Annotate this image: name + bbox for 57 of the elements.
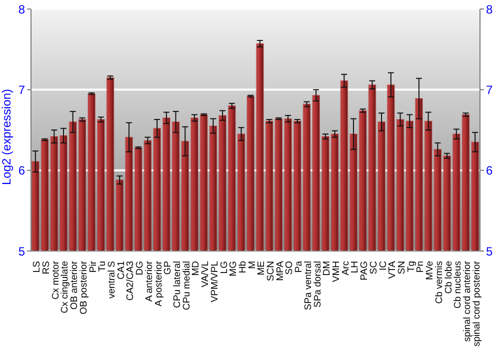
y-axis-title: Log2 (expression) — [0, 88, 14, 185]
x-tick-label: MG — [228, 261, 240, 276]
x-tick-label: VPM/VPL — [209, 261, 220, 302]
x-tick-label: Tu — [97, 261, 108, 272]
y-tick-label: 6 — [18, 164, 26, 178]
x-tick-label: DM — [322, 260, 333, 276]
x-tick-label: CA1 — [116, 261, 127, 280]
y-tick-label: 8 — [18, 2, 26, 16]
x-tick-label: A posterior — [153, 261, 164, 306]
y2-tick-label: 8 — [486, 2, 493, 16]
x-tick-label: Cb lobe — [443, 261, 454, 294]
y2-tick-label: 7 — [486, 82, 493, 97]
x-tick-label: spinal cord posterior — [471, 261, 482, 347]
x-tick-label: VA/VL — [200, 261, 212, 288]
x-tick-label: ventral S — [106, 261, 118, 298]
x-tick-label: SCN — [266, 260, 277, 282]
y-tick-label: 7 — [18, 82, 26, 97]
x-tick-label: CA2/CA3 — [125, 261, 136, 301]
x-tick-label: LS — [32, 261, 43, 273]
x-tick-label: Pir — [88, 261, 99, 273]
x-tick-label: PAG — [359, 261, 370, 280]
x-tick-label: Pn — [415, 261, 426, 273]
x-tick-label: Arc — [340, 260, 352, 276]
x-tick-label: Pa — [294, 260, 305, 273]
x-tick-label: Cb vermis — [434, 260, 445, 304]
x-tick-label: OB posterior — [78, 261, 90, 314]
y-tick-label: 5 — [18, 244, 26, 258]
x-tick-label: LG — [218, 261, 230, 274]
x-tick-label: MPA — [274, 260, 286, 281]
x-tick-label: MD — [190, 260, 202, 276]
x-tick-label: Hb — [237, 261, 248, 274]
x-tick-label: SPa ventral — [302, 261, 314, 310]
x-tick-label: Cx motor — [50, 261, 62, 300]
x-tick-label: spinal cord anterior — [462, 261, 473, 342]
x-tick-label: DG — [134, 261, 146, 276]
x-tick-label: SO — [284, 261, 296, 275]
x-tick-label: A anterior — [144, 261, 155, 302]
x-tick-label: CPu lateral — [172, 261, 183, 308]
x-tick-label: IC — [378, 260, 389, 270]
y2-tick-label: 6 — [486, 164, 493, 178]
x-tick-label: LH — [350, 260, 361, 274]
x-tick-label: SN — [396, 260, 408, 274]
x-tick-label: VTA — [387, 260, 398, 279]
x-tick-label: SPa dorsal — [312, 261, 324, 308]
x-tick-label: MVe — [424, 261, 436, 280]
x-tick-label: Cx cingulate — [60, 261, 71, 314]
x-tick-label: Tg — [406, 261, 417, 272]
x-tick-label: RS — [41, 261, 52, 274]
x-tick-label: ME — [256, 261, 268, 276]
x-tick-label: Cb nucleus — [452, 260, 464, 309]
x-tick-label: VMH — [331, 260, 342, 282]
x-tick-label: CPu medial — [181, 261, 192, 310]
y2-tick-label: 5 — [486, 244, 493, 258]
x-tick-label: SC — [368, 260, 380, 274]
x-tick-label: GP — [162, 261, 174, 275]
x-tick-label: OB anterior — [69, 261, 80, 310]
x-tick-label: M — [246, 260, 258, 269]
